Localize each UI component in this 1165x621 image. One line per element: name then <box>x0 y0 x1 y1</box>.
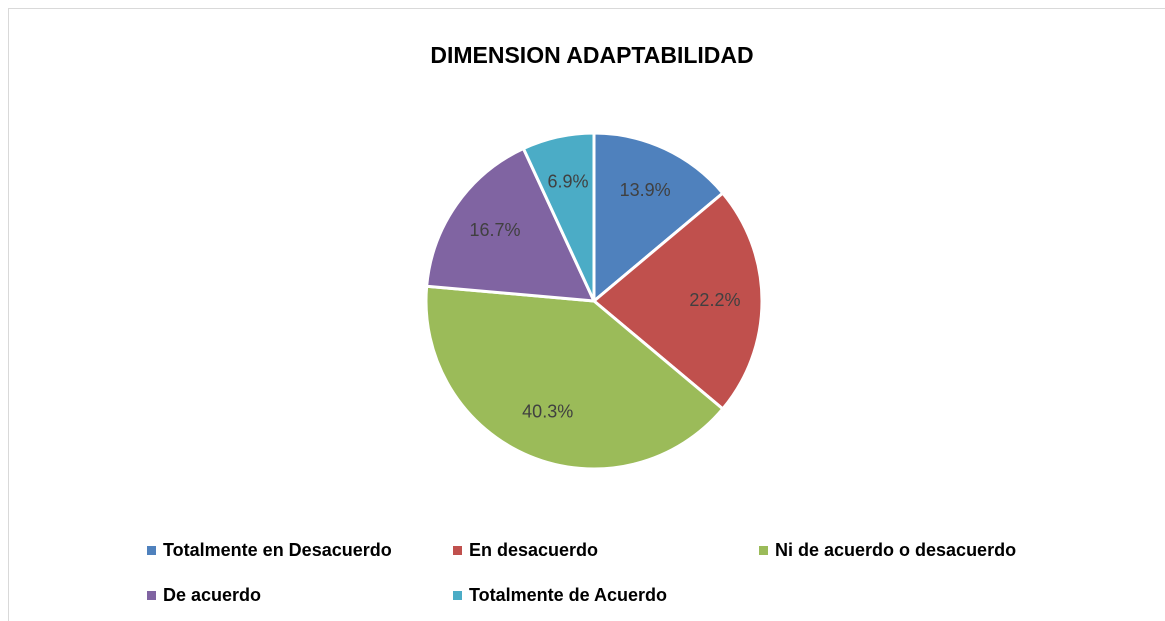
legend-label: Totalmente de Acuerdo <box>469 585 667 605</box>
legend-label: Totalmente en Desacuerdo <box>163 540 392 560</box>
pie-slice <box>592 191 764 411</box>
chart-title: DIMENSION ADAPTABILIDAD <box>430 42 753 68</box>
data-label: 22.2% <box>689 290 740 310</box>
legend-label: Ni de acuerdo o desacuerdo <box>775 540 1016 560</box>
data-label: 16.7% <box>470 220 521 240</box>
pie-slice <box>592 131 725 303</box>
legend-swatch <box>453 591 462 600</box>
legend-swatch <box>759 546 768 555</box>
pie-slice <box>425 147 596 303</box>
legend-swatch <box>147 591 156 600</box>
legend-swatch <box>147 546 156 555</box>
pie-slice <box>424 284 725 471</box>
legend-label: En desacuerdo <box>469 540 598 560</box>
data-label: 13.9% <box>620 180 671 200</box>
pie <box>424 131 764 471</box>
legend: Totalmente en Desacuerdo En desacuerdo Ni … <box>147 540 1016 605</box>
data-label: 40.3% <box>522 402 573 422</box>
legend-swatch <box>453 546 462 555</box>
data-label: 6.9% <box>547 172 588 192</box>
pie-slice <box>521 131 596 303</box>
data-labels: 13.9% 22.2% 40.3% 16.7% 6.9% <box>470 172 741 422</box>
legend-label: De acuerdo <box>163 585 261 605</box>
